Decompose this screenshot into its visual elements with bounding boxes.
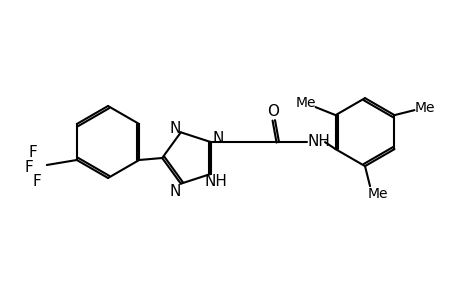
Text: O: O <box>266 103 279 118</box>
Text: Me: Me <box>367 187 387 201</box>
Text: NH: NH <box>307 134 330 148</box>
Text: N: N <box>212 130 223 146</box>
Text: N: N <box>169 184 180 199</box>
Text: F: F <box>33 175 41 190</box>
Text: N: N <box>169 121 180 136</box>
Text: F: F <box>28 145 37 160</box>
Text: Me: Me <box>413 101 434 115</box>
Text: F: F <box>24 160 33 175</box>
Text: Me: Me <box>295 96 315 110</box>
Text: NH: NH <box>204 174 227 189</box>
